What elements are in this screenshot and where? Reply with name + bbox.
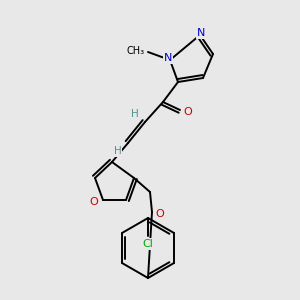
Text: O: O [156,209,164,219]
Text: CH₃: CH₃ [127,46,145,56]
Text: H: H [131,109,139,119]
Text: Cl: Cl [142,239,153,249]
Text: N: N [164,53,172,63]
Text: N: N [197,28,205,38]
Text: H: H [114,146,122,156]
Text: O: O [90,197,98,207]
Text: O: O [184,107,192,117]
